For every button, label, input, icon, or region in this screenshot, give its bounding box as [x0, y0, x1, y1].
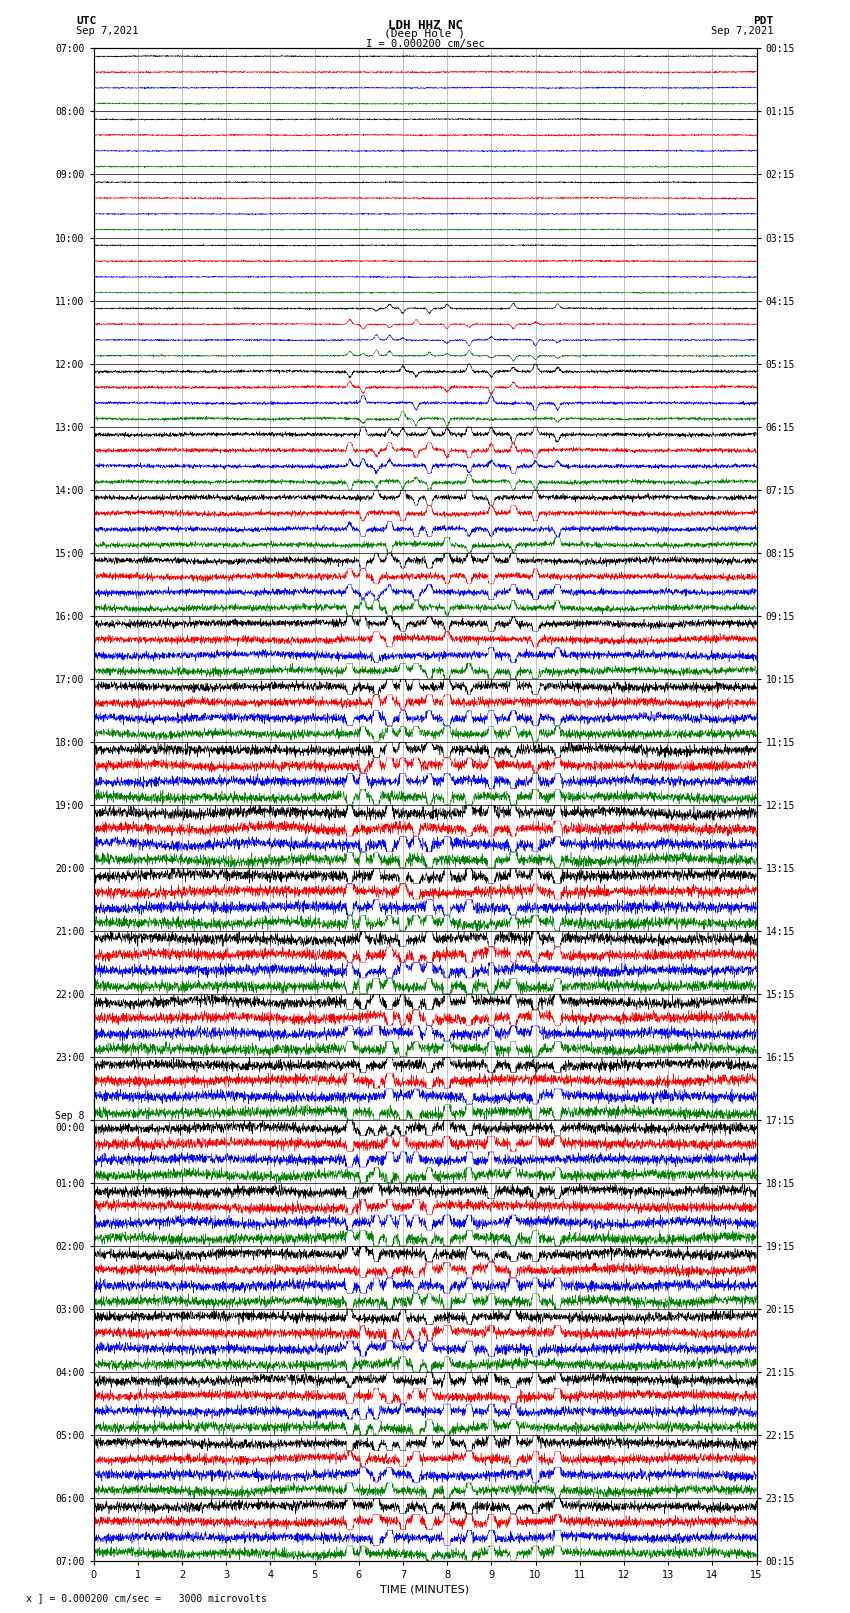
- Text: PDT: PDT: [753, 16, 774, 26]
- Text: Sep 7,2021: Sep 7,2021: [76, 26, 139, 35]
- Text: I = 0.000200 cm/sec: I = 0.000200 cm/sec: [366, 39, 484, 48]
- Text: (Deep Hole ): (Deep Hole ): [384, 29, 466, 39]
- Text: Sep 7,2021: Sep 7,2021: [711, 26, 774, 35]
- Text: x ] = 0.000200 cm/sec =   3000 microvolts: x ] = 0.000200 cm/sec = 3000 microvolts: [26, 1594, 266, 1603]
- X-axis label: TIME (MINUTES): TIME (MINUTES): [381, 1584, 469, 1595]
- Text: UTC: UTC: [76, 16, 97, 26]
- Text: LDH HHZ NC: LDH HHZ NC: [388, 19, 462, 32]
